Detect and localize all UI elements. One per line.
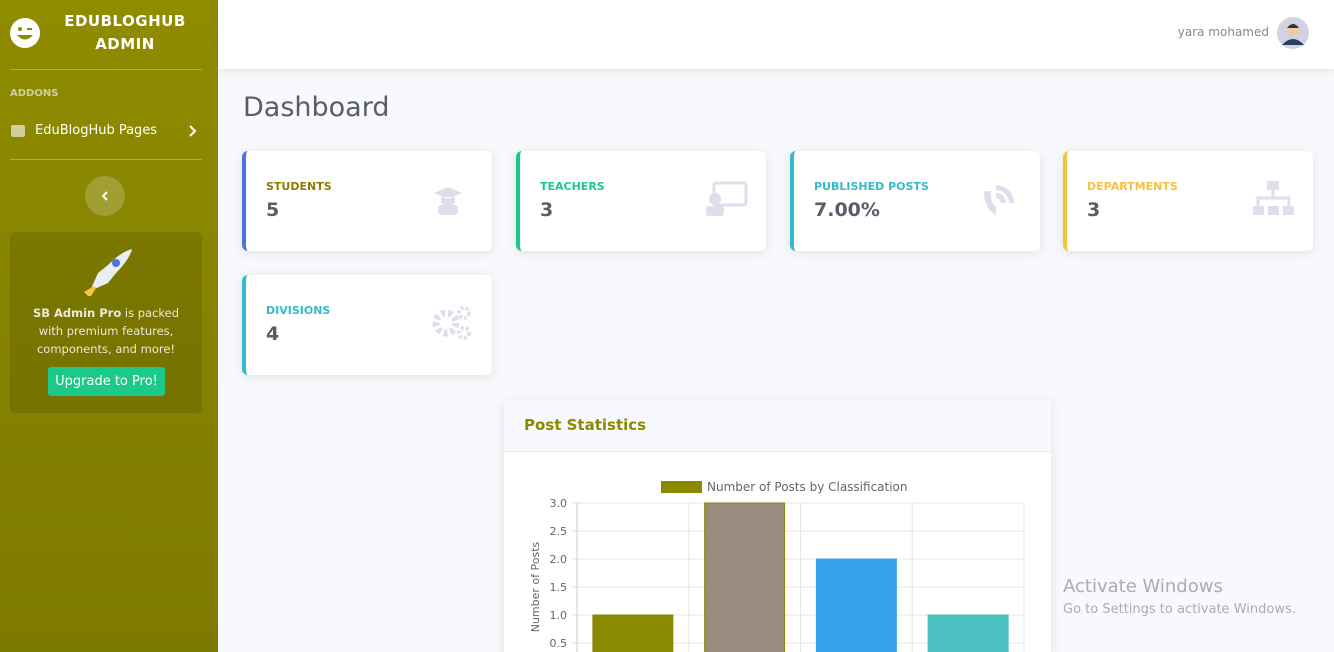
stat-card: DIVISIONS 4 <box>242 275 492 375</box>
stat-value: 7.00% <box>814 199 880 221</box>
stat-label: PUBLISHED POSTS <box>814 180 929 193</box>
bar <box>927 614 1009 652</box>
promo-text: SB Admin Pro is packed with premium feat… <box>20 304 192 358</box>
stat-value: 3 <box>1087 199 1101 221</box>
stat-value: 3 <box>540 199 554 221</box>
page-title: Dashboard <box>243 92 390 123</box>
bar <box>592 614 674 652</box>
stat-value: 5 <box>266 199 280 221</box>
stat-label: STUDENTS <box>266 180 332 193</box>
stat-card: DEPARTMENTS 3 <box>1063 151 1313 251</box>
promo-strong: SB Admin Pro <box>32 306 122 320</box>
nav-icon <box>11 125 25 137</box>
brand[interactable]: EDUBLOGHUB ADMIN <box>64 12 186 53</box>
y-tick-label: 3.0 <box>550 497 568 510</box>
stat-icon <box>434 187 462 215</box>
y-tick-label: 1.0 <box>550 609 568 622</box>
stat-icon <box>706 181 748 216</box>
y-tick-label: 0.5 <box>550 637 568 650</box>
sidebar: EDUBLOGHUB ADMIN ADDONS EduBlogHub Pages… <box>0 0 218 652</box>
stat-label: DIVISIONS <box>266 304 331 317</box>
stat-icon <box>984 185 1014 215</box>
windows-text: Go to Settings to activate Windows. <box>1063 602 1296 617</box>
stat-icon <box>432 306 471 340</box>
upgrade-button[interactable]: Upgrade to Pro! <box>48 367 165 396</box>
chart-card: Post Statistics Number of Posts by Class… <box>504 400 1051 652</box>
stat-card: TEACHERS 3 <box>516 151 766 251</box>
sidebar-toggle[interactable] <box>85 176 125 216</box>
divider <box>10 159 202 160</box>
bar <box>815 558 897 652</box>
stat-label: DEPARTMENTS <box>1087 180 1178 193</box>
brand-icon <box>10 18 40 48</box>
stat-label: TEACHERS <box>540 180 605 193</box>
divider <box>10 69 202 70</box>
y-axis-title: Number of Posts <box>529 541 542 632</box>
rocket <box>84 249 132 296</box>
card-header <box>504 400 1051 452</box>
promo-box: SB Admin Pro is packed with premium feat… <box>10 232 202 413</box>
stat-card: STUDENTS 5 <box>242 151 492 251</box>
windows-title: Activate Windows <box>1063 576 1223 597</box>
avatar[interactable] <box>1277 17 1309 49</box>
nav-link[interactable]: EduBlogHub Pages <box>35 123 158 138</box>
topbar: yara mohamed <box>218 0 1334 69</box>
chevron <box>189 125 197 137</box>
legend-swatch <box>661 481 702 493</box>
stat-icon <box>1253 181 1294 215</box>
y-tick-label: 1.5 <box>550 581 568 594</box>
card-title: Post Statistics <box>524 416 647 434</box>
user-name[interactable]: yara mohamed <box>1177 25 1269 39</box>
sidebar-heading: ADDONS <box>10 88 59 99</box>
y-tick-label: 2.0 <box>550 553 568 566</box>
stat-card: PUBLISHED POSTS 7.00% <box>790 151 1040 251</box>
bar <box>704 502 786 652</box>
promo-body: is packed with premium features, compone… <box>36 306 180 356</box>
y-tick-label: 2.5 <box>550 525 568 538</box>
chart: Number of Posts by Classification Number … <box>529 480 1025 652</box>
legend-label: Number of Posts by Classification <box>707 480 908 494</box>
stat-value: 4 <box>266 323 280 345</box>
